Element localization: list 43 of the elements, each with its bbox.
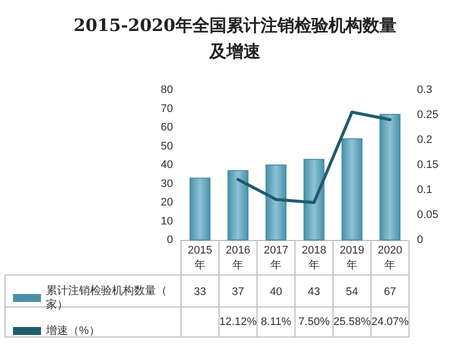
bar	[266, 164, 286, 240]
x-tick-label: 2016年	[226, 244, 250, 272]
bar	[190, 178, 210, 240]
data-label: 37	[232, 286, 244, 298]
legend-label: 累计注销检验机构数量（家）	[46, 284, 167, 311]
legend-label: 增速（%）	[45, 324, 100, 337]
y2-tick-label: 0.3	[417, 84, 432, 96]
x-tick-label: 2015年	[188, 244, 212, 272]
y2-tick-label: 0.05	[417, 209, 438, 221]
bar	[228, 170, 248, 240]
y-tick-label: 20	[160, 196, 173, 208]
data-label: 43	[308, 286, 320, 298]
y-tick-label: 10	[160, 215, 173, 228]
y-tick-label: 0	[166, 234, 173, 246]
y2-tick-label: 0.15	[417, 159, 438, 171]
y-tick-label: 50	[160, 140, 173, 152]
y2-tick-label: 0.2	[417, 134, 432, 146]
y-tick-label: 60	[160, 122, 173, 134]
x-tick-label: 2019年	[340, 244, 364, 272]
data-label: 24.07%	[371, 316, 409, 328]
y2-tick-label: 0.25	[417, 109, 438, 121]
data-label: 12.12%	[219, 316, 257, 328]
data-label: 7.50%	[298, 316, 330, 328]
data-label: 33	[194, 286, 206, 298]
data-label: 25.58%	[333, 316, 371, 328]
y-tick-label: 80	[160, 84, 173, 96]
x-tick-label: 2020年	[378, 244, 402, 272]
y2-tick-label: 0.1	[417, 184, 432, 196]
data-label: 40	[270, 286, 282, 298]
data-label: 67	[384, 286, 396, 298]
chart-title: 2015-2020年全国累计注销检验机构数量及增速	[74, 16, 396, 62]
bar	[380, 114, 400, 240]
data-label: 54	[346, 286, 358, 298]
x-tick-label: 2018年	[302, 244, 326, 272]
bar	[304, 158, 324, 240]
y2-tick-label: 0	[417, 234, 424, 246]
bar	[342, 138, 362, 240]
x-tick-label: 2017年	[264, 244, 288, 272]
y-tick-label: 30	[160, 178, 173, 190]
data-label: 8.11%	[260, 316, 292, 328]
line-series	[236, 110, 392, 204]
y-tick-label: 70	[160, 102, 173, 115]
y-tick-label: 40	[160, 159, 173, 171]
